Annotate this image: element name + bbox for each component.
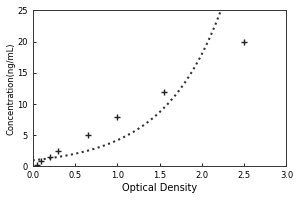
X-axis label: Optical Density: Optical Density xyxy=(122,183,197,193)
Y-axis label: Concentration(ng/mL): Concentration(ng/mL) xyxy=(7,42,16,135)
